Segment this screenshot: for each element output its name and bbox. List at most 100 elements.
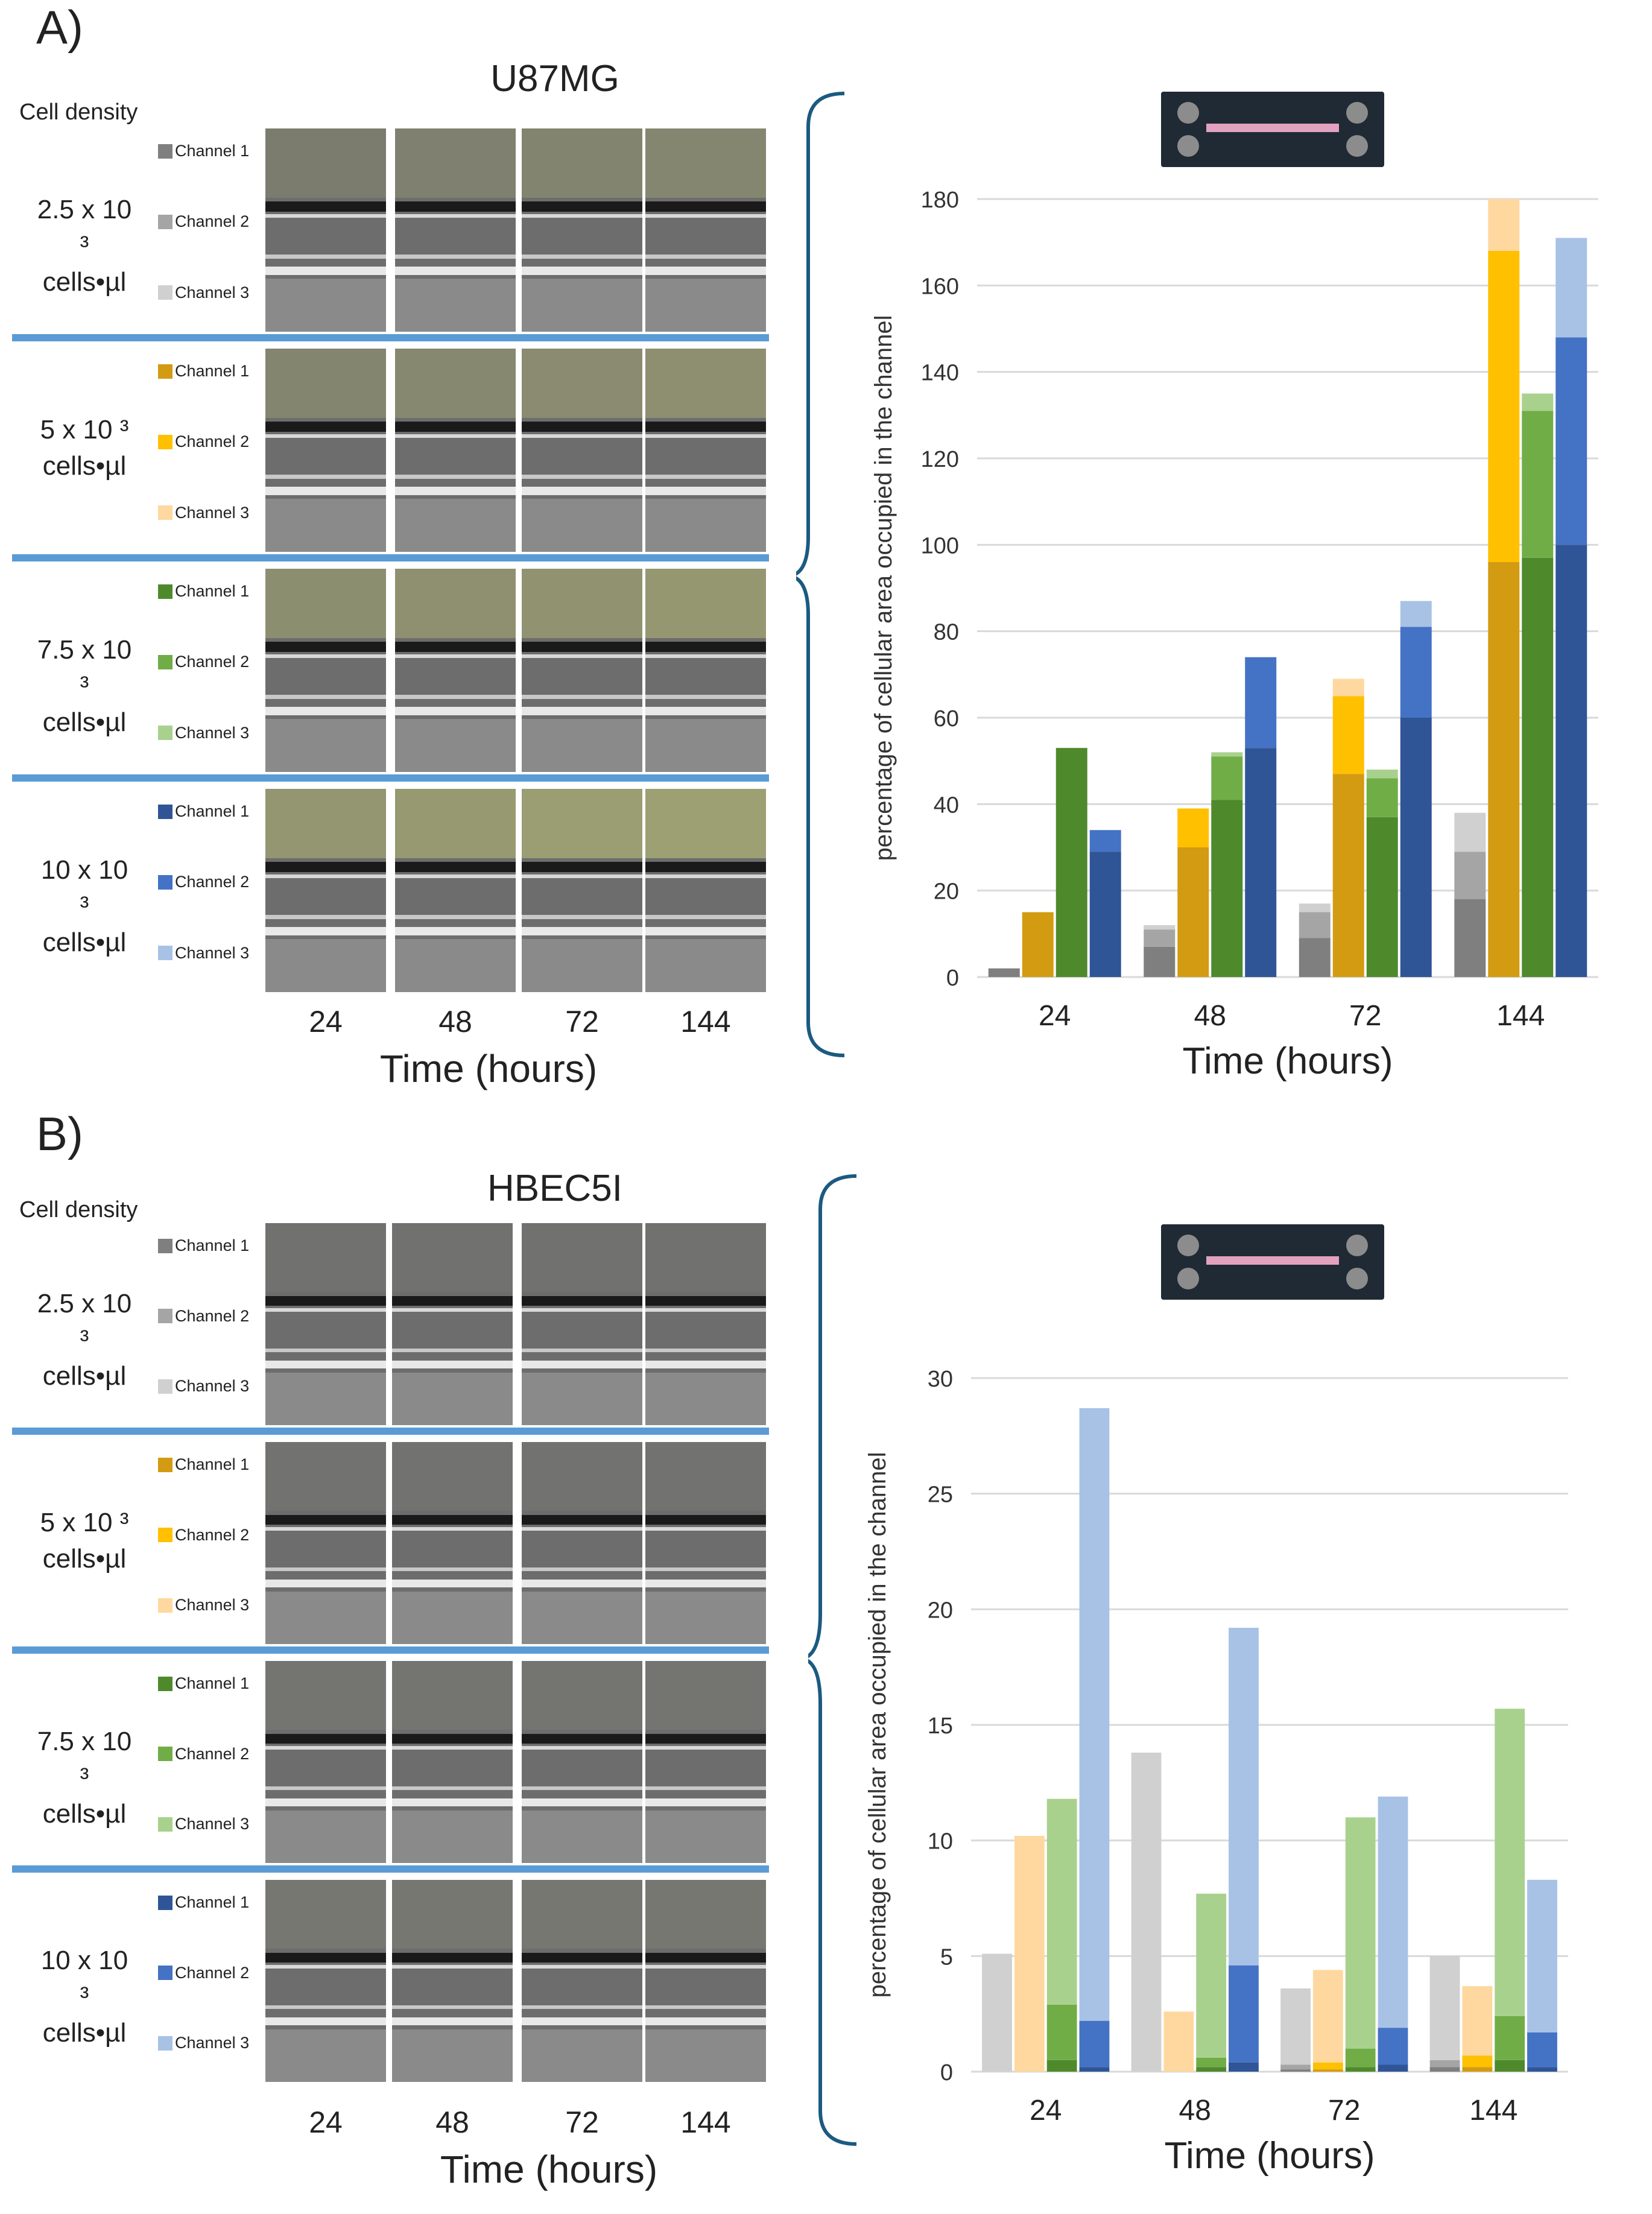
- channel-text: Channel 2: [175, 1306, 250, 1325]
- cell-overlay: [265, 789, 386, 858]
- channel-wall: [645, 1733, 766, 1744]
- channel-wall: [395, 927, 516, 935]
- density-unit: cells•µl: [42, 1798, 127, 1829]
- cell-overlay: [392, 1661, 513, 1730]
- channel-text: Channel 2: [175, 653, 250, 671]
- channel-wall: [395, 254, 516, 259]
- density-label: 5 x 10 ³ cells•µl: [33, 1505, 136, 1577]
- channel-text: Channel 1: [175, 362, 250, 380]
- micrograph-tile: [265, 1661, 386, 1863]
- micrograph-tile: [265, 1442, 386, 1644]
- channel-wall: [392, 2029, 513, 2082]
- bar-segment: [1400, 718, 1432, 977]
- channel-wall: [265, 254, 386, 259]
- bar-segment: [1462, 2055, 1493, 2067]
- channel-wall: [395, 719, 516, 772]
- channel-wall: [522, 642, 642, 653]
- bar-segment: [1495, 2060, 1525, 2072]
- channel-wall: [265, 939, 386, 992]
- x-tick-label: 48: [1179, 2095, 1211, 2127]
- cell-overlay: [265, 1223, 386, 1292]
- channel-wall: [522, 1526, 642, 1531]
- micrograph-tile: [522, 1223, 642, 1425]
- density-value: 10 x 10 ³: [40, 1945, 128, 2011]
- channel-swatch: [158, 726, 172, 741]
- x-tick-label: 144: [1496, 1000, 1545, 1032]
- channel-wall: [395, 654, 516, 659]
- channel-label: Channel 3: [158, 1596, 249, 1615]
- image-time-label: 72: [565, 2105, 599, 2139]
- bar-segment: [1312, 2062, 1343, 2070]
- bar-segment: [1454, 899, 1486, 977]
- bar-segment: [1131, 1753, 1162, 2072]
- channel-wall: [645, 1810, 766, 1863]
- channel-wall: [265, 927, 386, 935]
- y-tick-label: 0: [946, 966, 959, 991]
- bar-segment: [1144, 925, 1176, 930]
- channel-wall: [265, 1810, 386, 1863]
- micrograph-tile: [645, 569, 766, 772]
- x-tick-label: 24: [1030, 2095, 1062, 2127]
- channel-text: Channel 1: [175, 802, 250, 820]
- channel-label: Channel 1: [158, 582, 249, 601]
- bar-segment: [1089, 852, 1121, 977]
- channel-wall: [265, 474, 386, 479]
- panel-b-cell-density-label: Cell density: [19, 1197, 138, 1222]
- channel-wall: [265, 719, 386, 772]
- channel-wall: [645, 1579, 766, 1588]
- channel-label: Channel 2: [158, 212, 249, 231]
- channel-wall: [395, 939, 516, 992]
- bar-segment: [1177, 808, 1209, 847]
- channel-wall: [395, 267, 516, 275]
- channel-wall: [522, 1810, 642, 1863]
- bar-segment: [1312, 1970, 1343, 2063]
- bar-segment: [1527, 2067, 1557, 2072]
- density-value: 10 x 10 ³: [40, 855, 128, 921]
- bar-segment: [1022, 912, 1054, 977]
- channel-wall: [265, 279, 386, 332]
- channel-wall: [645, 213, 766, 218]
- channel-label: Channel 1: [158, 1674, 249, 1693]
- y-tick-label: 140: [921, 361, 959, 386]
- channel-wall: [645, 1591, 766, 1644]
- y-tick-label: 100: [921, 533, 959, 558]
- channel-wall: [645, 1372, 766, 1425]
- density-label: 10 x 10 ³ cells•µl: [33, 852, 136, 961]
- x-tick-label: 144: [1469, 2095, 1517, 2127]
- channel-wall: [522, 201, 642, 212]
- channel-label: Channel 2: [158, 1307, 249, 1326]
- channel-wall: [395, 422, 516, 432]
- image-time-label: 48: [438, 1005, 472, 1039]
- bar-segment: [1400, 601, 1432, 627]
- y-tick-label: 10: [928, 1829, 953, 1855]
- bar-segment: [1163, 2011, 1194, 2072]
- channel-wall: [395, 707, 516, 715]
- micrograph-tile: [392, 1880, 513, 2082]
- channel-label: Channel 1: [158, 362, 249, 381]
- bar-segment: [1211, 756, 1243, 800]
- micrograph-tile: [265, 1880, 386, 2082]
- density-unit: cells•µl: [42, 2017, 127, 2048]
- bar-segment: [1299, 903, 1331, 912]
- bar-segment: [1046, 2060, 1077, 2072]
- bar-segment: [1229, 1965, 1259, 2063]
- channel-wall: [392, 1810, 513, 1863]
- channel-wall: [645, 279, 766, 332]
- channel-wall: [522, 499, 642, 552]
- panel-b-letter: B): [36, 1107, 83, 1160]
- channel-swatch: [158, 505, 172, 520]
- channel-wall: [522, 487, 642, 495]
- channel-wall: [522, 1579, 642, 1588]
- panel-a-cell-line: U87MG: [490, 58, 619, 100]
- density-unit: cells•µl: [42, 1543, 127, 1574]
- bar-segment: [1522, 411, 1554, 558]
- bar-segment: [1211, 800, 1243, 977]
- panel-a-micrograph-grid: 2.5 x 10 ³ cells•µl Channel 1 Channel 2 Chan…: [0, 0, 784, 1104]
- chip-port: [1177, 1235, 1199, 1256]
- bar-segment: [1280, 2064, 1311, 2070]
- channel-wall: [522, 1798, 642, 1807]
- channel-wall: [522, 862, 642, 873]
- channel-wall: [522, 1964, 642, 1969]
- channel-wall: [522, 267, 642, 275]
- bar-segment: [1144, 946, 1176, 977]
